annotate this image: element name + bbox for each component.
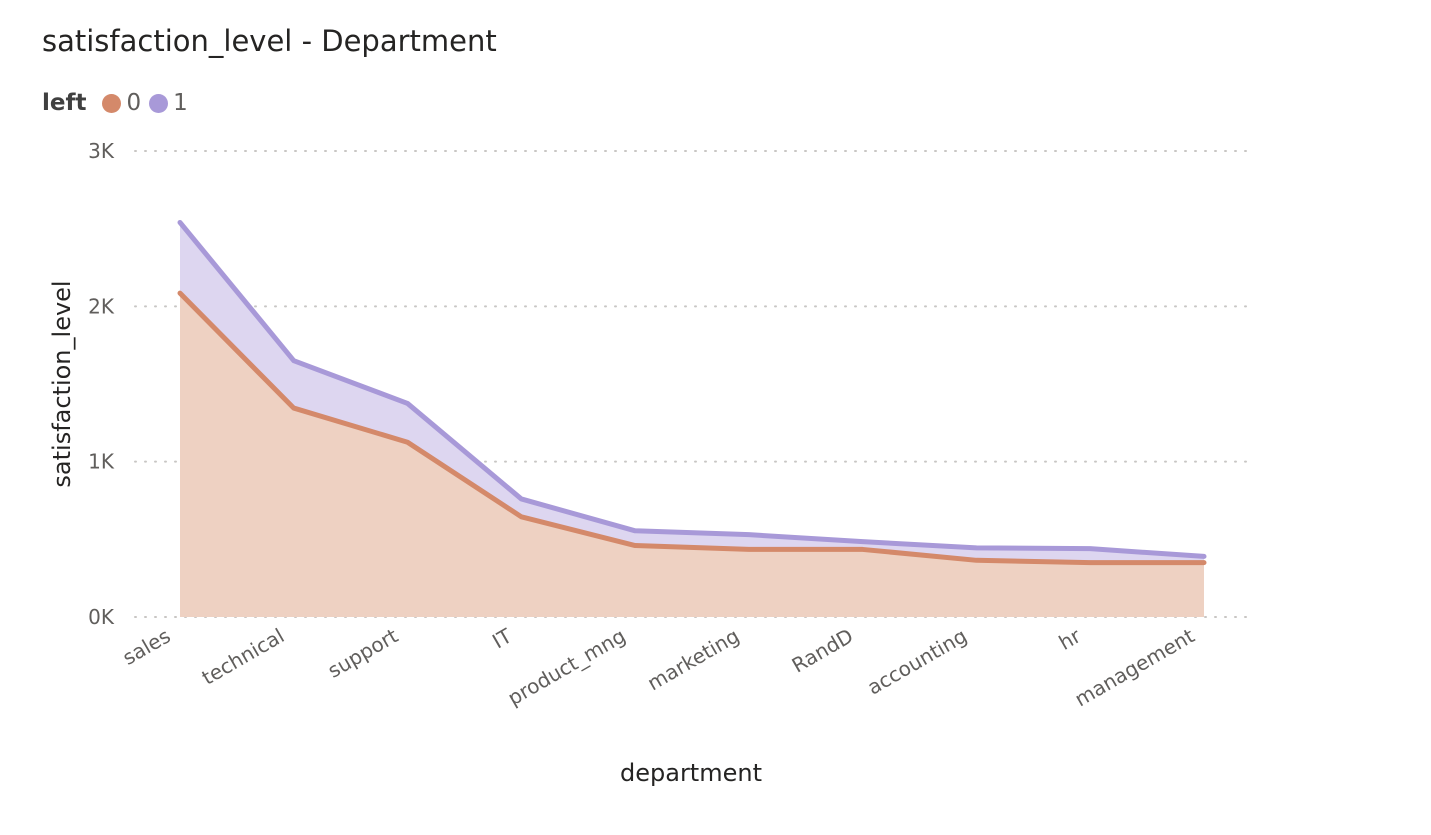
- chart-title: satisfaction_level - Department: [42, 24, 497, 58]
- x-tick-label: product_mng: [503, 624, 629, 711]
- lines: [177, 219, 1207, 566]
- x-tick-label: support: [324, 623, 403, 682]
- areas: [180, 222, 1204, 617]
- x-axis-title: department: [620, 759, 762, 787]
- x-tick-label: RandD: [788, 624, 858, 678]
- x-tick-label: accounting: [863, 624, 971, 700]
- legend-item-0[interactable]: 0: [102, 90, 141, 116]
- area-series-0[interactable]: [180, 293, 1204, 617]
- x-tick-label: technical: [198, 624, 289, 690]
- legend-dot-icon: [102, 93, 122, 113]
- legend-title: left: [42, 90, 87, 116]
- x-tick-label: management: [1070, 623, 1198, 711]
- y-axis-title: satisfaction_level: [48, 280, 76, 487]
- y-tick-label: 1K: [88, 450, 115, 474]
- y-tick-label: 3K: [88, 139, 115, 163]
- x-tick-label: IT: [488, 623, 516, 653]
- legend-dot-icon: [149, 93, 169, 113]
- x-tick-label: hr: [1055, 623, 1086, 655]
- y-tick-label: 0K: [88, 605, 115, 629]
- x-tick-label: sales: [118, 624, 174, 670]
- y-tick-label: 2K: [88, 294, 115, 318]
- x-tick-label: marketing: [643, 624, 743, 696]
- legend-label: 1: [173, 90, 188, 116]
- legend-item-1[interactable]: 1: [149, 90, 188, 116]
- legend-label: 0: [126, 90, 142, 116]
- line-series-0[interactable]: [177, 290, 1207, 566]
- line-series-1[interactable]: [177, 219, 1207, 559]
- y-axis-ticks: 0K 1K 2K 3K: [88, 139, 115, 629]
- legend: left 0 1: [42, 88, 196, 118]
